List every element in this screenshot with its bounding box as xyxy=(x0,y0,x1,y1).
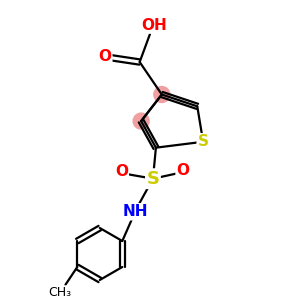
Text: O: O xyxy=(115,164,128,179)
Text: CH₃: CH₃ xyxy=(49,286,72,299)
Text: S: S xyxy=(198,134,209,149)
Text: O: O xyxy=(177,163,190,178)
Text: O: O xyxy=(98,49,111,64)
Circle shape xyxy=(133,113,149,129)
Text: NH: NH xyxy=(122,204,148,219)
Text: S: S xyxy=(146,170,160,188)
Text: OH: OH xyxy=(142,18,167,33)
Circle shape xyxy=(154,86,170,103)
